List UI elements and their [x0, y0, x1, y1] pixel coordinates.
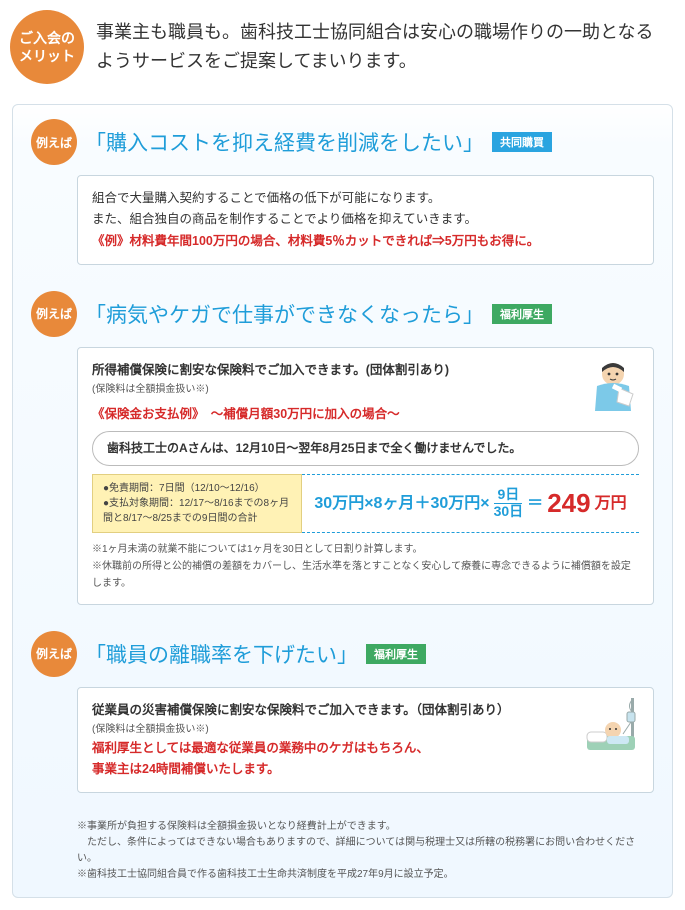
payout-title: 《保険金お支払例》 〜補償月額30万円に加入の場合〜 [92, 404, 639, 425]
body-line: 組合で大量購入契約することで価格の低下が可能になります。 [92, 188, 639, 209]
section-head: 例えば 「職員の離職率を下げたい」 福利厚生 [31, 631, 654, 677]
calc-conditions: ●免責期間：7日間（12/10〜12/16） ●支払対象期間：12/17〜8/1… [92, 474, 302, 533]
section-retention: 例えば 「職員の離職率を下げたい」 福利厚生 従業員の災害補償保険に割安な保険料… [31, 631, 654, 794]
calc-formula: 30万円×8ヶ月＋30万円× 9日 30日 ＝ 249 万円 [302, 474, 639, 533]
section-title: 「病気やケガで仕事ができなくなったら」 [85, 299, 484, 329]
tag-purchase: 共同購買 [492, 132, 552, 152]
calc-cond-2: ●支払対象期間：12/17〜8/16までの8ヶ月間と8/17〜8/25までの9日… [103, 496, 291, 526]
footnote: ※休職前の所得と公的補償の差額をカバーし、生活水準を落とすことなく安心して療養に… [92, 558, 639, 592]
body-line: また、組合独自の商品を制作することでより価格を抑えていきます。 [92, 209, 639, 230]
section-purchase: 例えば 「購入コストを抑え経費を削減をしたい」 共同購買 組合で大量購入契約する… [31, 119, 654, 265]
main-panel: 例えば 「購入コストを抑え経費を削減をしたい」 共同購買 組合で大量購入契約する… [12, 104, 673, 898]
section-box: 従業員の災害補償保険に割安な保険料でご加入できます。（団体割引あり） (保険料は… [77, 687, 654, 794]
tag-welfare: 福利厚生 [492, 304, 552, 324]
badge-text-1: ご入会の [19, 29, 75, 47]
header-text: 事業主も職員も。歯科技工士協同組合は安心の職場作りの一助となるようサービスをご提… [96, 18, 670, 76]
calculation-row: ●免責期間：7日間（12/10〜12/16） ●支払対象期間：12/17〜8/1… [92, 474, 639, 533]
red-line: 福利厚生としては最適な従業員の業務中のケガはもちろん、 [92, 738, 639, 759]
body-line: 所得補償保険に割安な保険料でご加入できます。(団体割引あり) [92, 360, 639, 381]
frac-top: 9日 [494, 487, 522, 503]
hospital-illustration [583, 696, 643, 756]
section-title: 「職員の離職率を下げたい」 [85, 639, 358, 669]
section-head: 例えば 「購入コストを抑え経費を削減をしたい」 共同購買 [31, 119, 654, 165]
calc-cond-1: ●免責期間：7日間（12/10〜12/16） [103, 481, 291, 496]
section-box: 所得補償保険に割安な保険料でご加入できます。(団体割引あり) (保険料は全額損金… [77, 347, 654, 605]
end-note: ※歯科技工士協同組合員で作る歯科技工士生命共済制度を平成27年9月に設立予定。 [77, 867, 654, 883]
example-red: 《例》材料費年間100万円の場合、材料費5％カットできれば⇒5万円もお得に。 [92, 231, 639, 252]
example-badge: 例えば [31, 291, 77, 337]
tag-welfare: 福利厚生 [366, 644, 426, 664]
patient-illustration [583, 356, 643, 416]
case-pill: 歯科技工士のAさんは、12月10日〜翌年8月25日まで全く働けませんでした。 [92, 431, 639, 465]
end-notes: ※事業所が負担する保険料は全額損金扱いとなり経費計上ができます。 ただし、条件に… [77, 819, 654, 883]
example-badge: 例えば [31, 119, 77, 165]
end-note: ※事業所が負担する保険料は全額損金扱いとなり経費計上ができます。 [77, 819, 654, 835]
footnote: ※1ヶ月未満の就業不能については1ヶ月を30日として日割り計算します。 [92, 541, 639, 558]
result-unit: 万円 [595, 490, 627, 517]
equals: ＝ [527, 490, 543, 517]
end-note: ただし、条件によってはできない場合もありますので、詳細については関与税理士又は所… [77, 835, 654, 867]
badge-text-2: メリット [19, 47, 75, 65]
red-line: 事業主は24時間補償いたします。 [92, 759, 639, 780]
section-head: 例えば 「病気やケガで仕事ができなくなったら」 福利厚生 [31, 291, 654, 337]
result-amount: 249 [547, 481, 590, 525]
frac-bot: 30日 [494, 504, 524, 519]
section-insurance: 例えば 「病気やケガで仕事ができなくなったら」 福利厚生 所得補償保険に割安な保… [31, 291, 654, 605]
fraction: 9日 30日 [494, 487, 524, 519]
small-note: (保険料は全額損金扱い※) [92, 721, 639, 738]
small-note: (保険料は全額損金扱い※) [92, 381, 639, 398]
body-line: 従業員の災害補償保険に割安な保険料でご加入できます。（団体割引あり） [92, 700, 639, 721]
example-badge: 例えば [31, 631, 77, 677]
calc-expr: 30万円×8ヶ月＋30万円× [314, 490, 489, 517]
section-box: 組合で大量購入契約することで価格の低下が可能になります。 また、組合独自の商品を… [77, 175, 654, 265]
header: ご入会の メリット 事業主も職員も。歯科技工士協同組合は安心の職場作りの一助とな… [0, 0, 685, 104]
section-title: 「購入コストを抑え経費を削減をしたい」 [85, 127, 484, 157]
merit-badge: ご入会の メリット [10, 10, 84, 84]
